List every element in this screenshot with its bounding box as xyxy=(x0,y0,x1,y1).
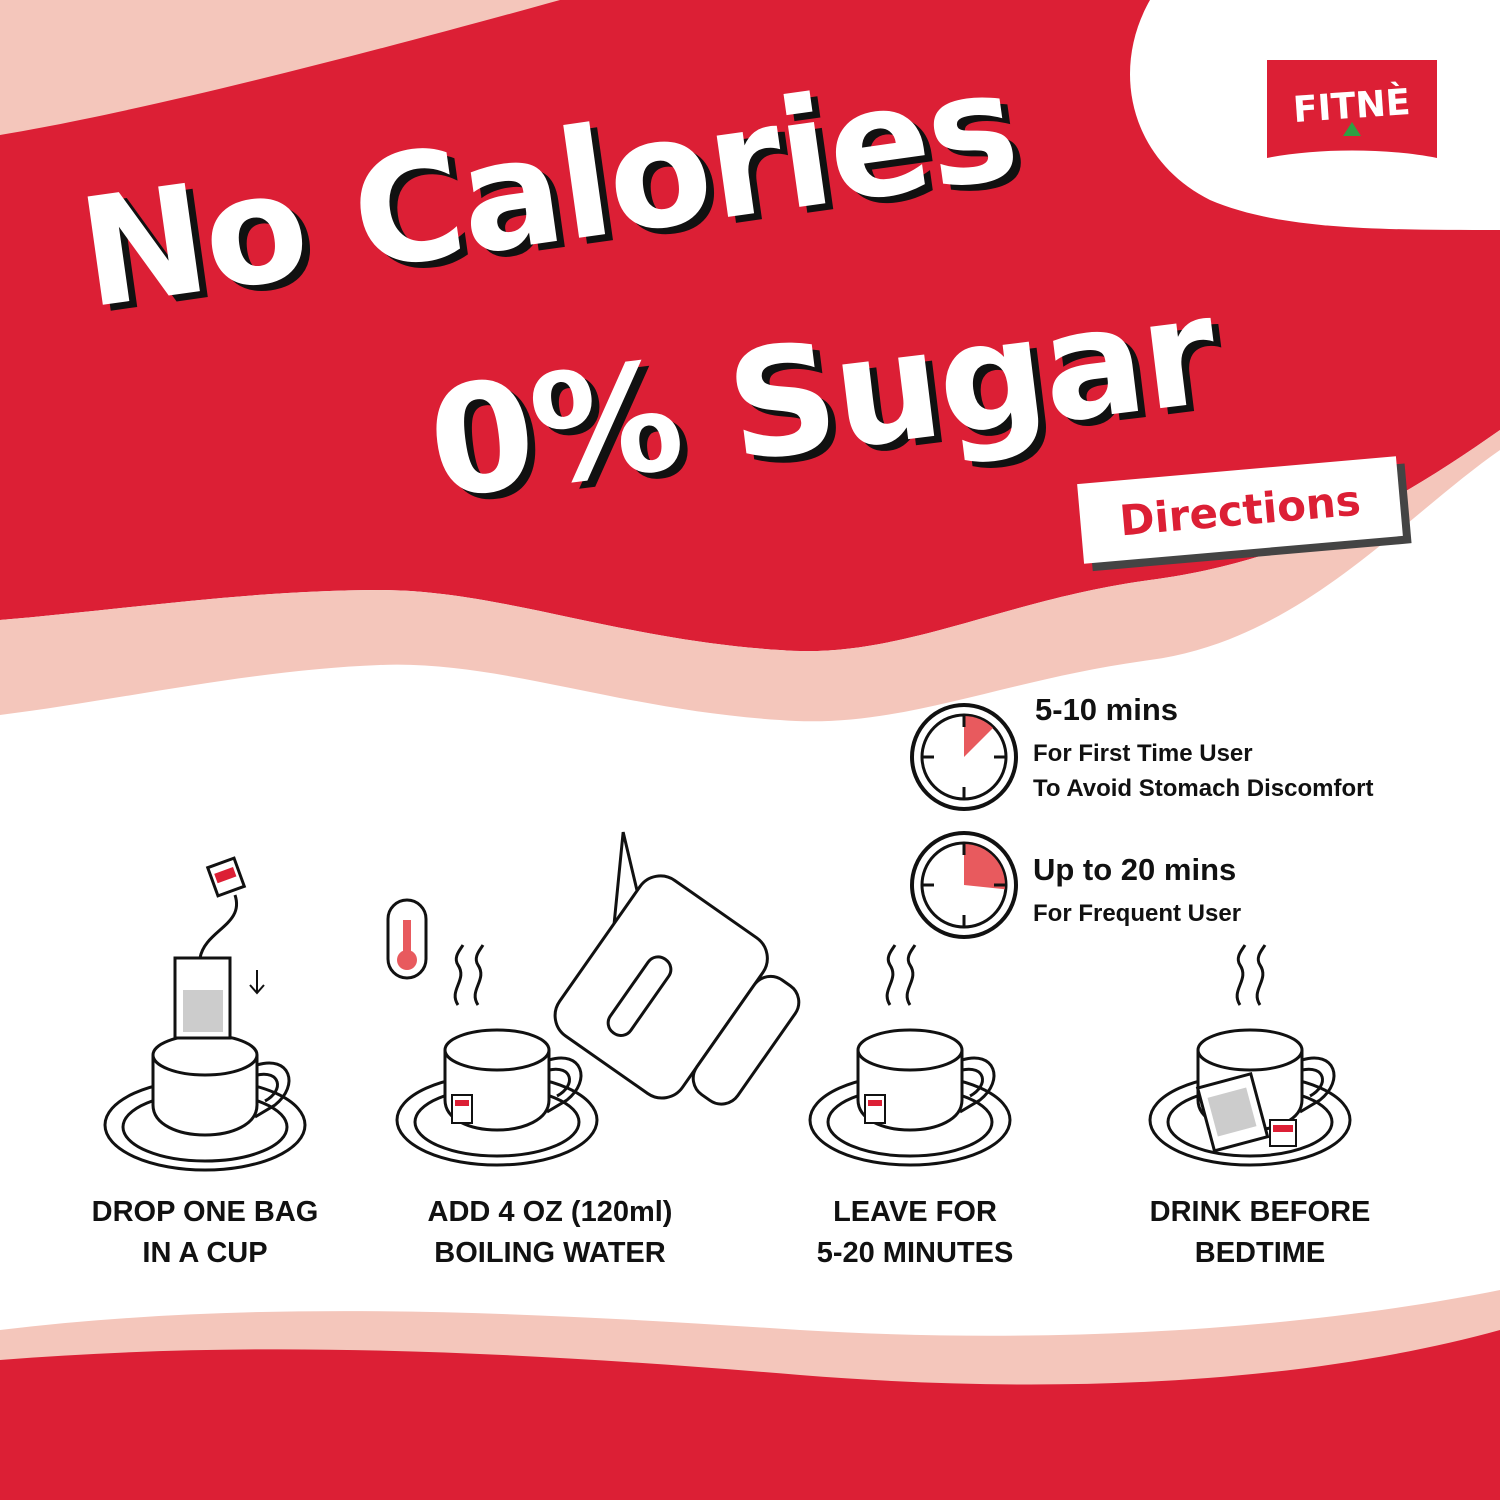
kettle-pour-icon xyxy=(386,831,801,1167)
pink-band xyxy=(0,430,1500,722)
timer-fill xyxy=(964,716,993,757)
timer-fill xyxy=(964,844,1005,890)
step-4-line1: DRINK BEFORE xyxy=(1149,1196,1371,1228)
teabag-drop-icon xyxy=(103,856,307,1172)
step-4-label: DRINK BEFORE BEDTIME xyxy=(1100,1192,1420,1274)
step-1-line1: DROP ONE BAG xyxy=(91,1196,319,1228)
fitne-logo: FITNÈ xyxy=(1267,60,1437,158)
step-2-label: ADD 4 OZ (120ml) BOILING WATER xyxy=(390,1192,710,1274)
bottom-red-wave xyxy=(0,1330,1500,1500)
step-3-line1: LEAVE FOR xyxy=(833,1196,997,1228)
timer1-line2: To Avoid Stomach Discomfort xyxy=(1033,775,1374,802)
cup-with-bag-icon xyxy=(1148,943,1352,1167)
timer1-line1: For First Time User xyxy=(1033,740,1253,767)
step-1-label: DROP ONE BAG IN A CUP xyxy=(45,1192,365,1274)
step-3-line2: 5-20 MINUTES xyxy=(816,1237,1014,1269)
timer1-title: 5-10 mins xyxy=(1035,692,1179,727)
timer2-line1: For Frequent User xyxy=(1033,900,1242,927)
step-1-line2: IN A CUP xyxy=(142,1237,268,1269)
steeping-cup-icon xyxy=(808,943,1012,1167)
timer-icon-20 xyxy=(910,831,1018,939)
timer2-title: Up to 20 mins xyxy=(1033,852,1237,887)
step-2-line2: BOILING WATER xyxy=(434,1237,666,1269)
step-2-line1: ADD 4 OZ (120ml) xyxy=(427,1196,673,1228)
step-4-line2: BEDTIME xyxy=(1194,1237,1326,1269)
timer-icon-5-10 xyxy=(910,703,1018,811)
step-3-label: LEAVE FOR 5-20 MINUTES xyxy=(755,1192,1075,1274)
